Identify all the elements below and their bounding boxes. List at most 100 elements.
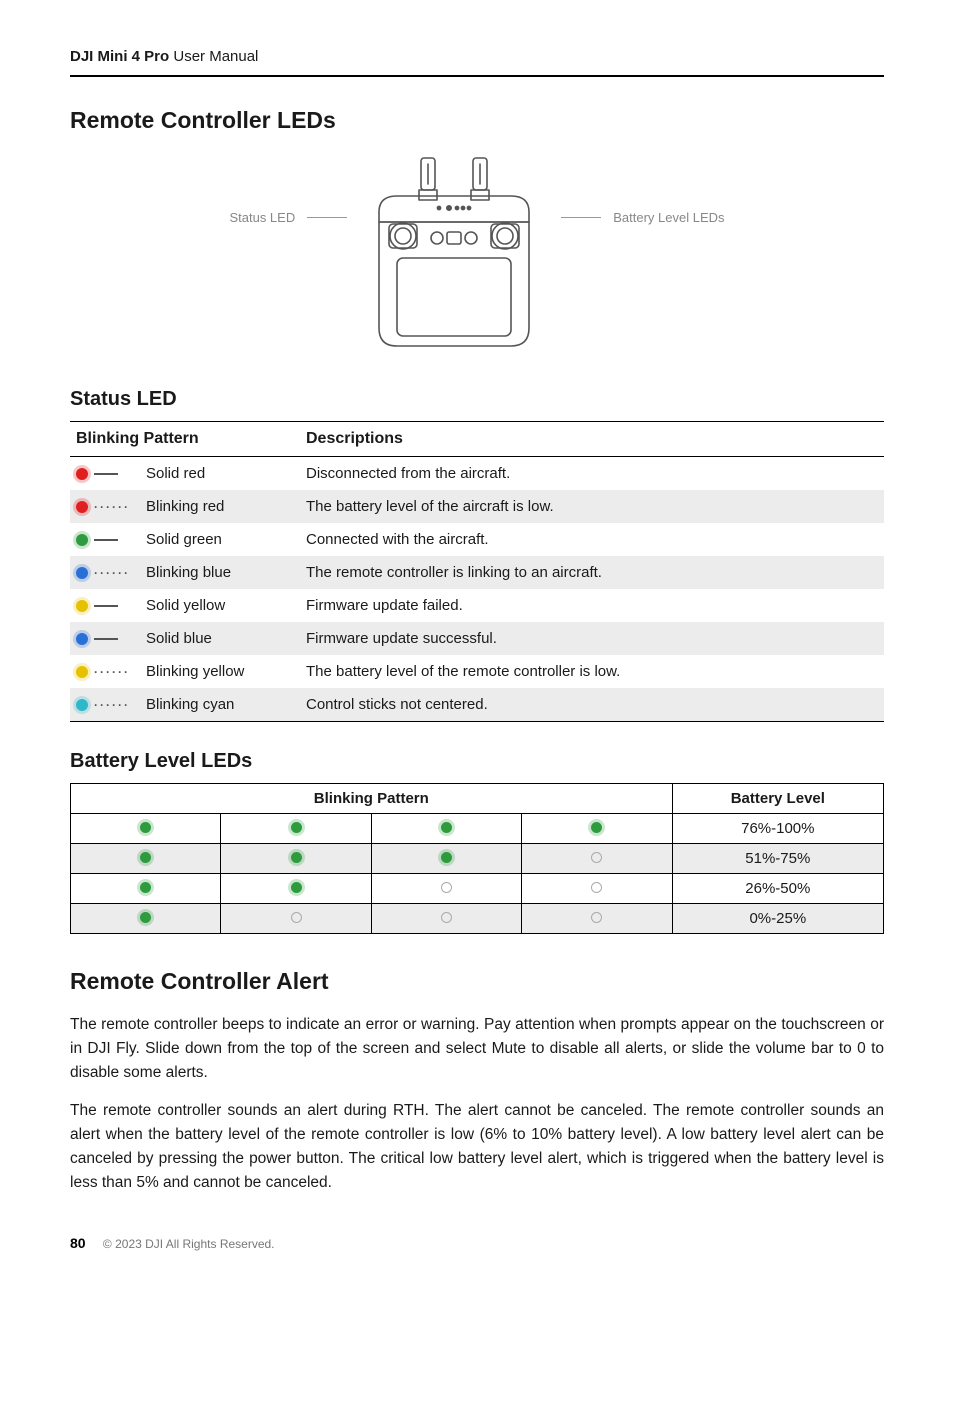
status-row: Solid yellowFirmware update failed. <box>70 589 884 622</box>
battery-led-cell <box>522 874 673 904</box>
battery-th-pattern: Blinking Pattern <box>71 784 673 814</box>
status-th-desc: Descriptions <box>300 422 884 457</box>
blinking-indicator-icon: ······ <box>94 698 130 712</box>
status-led-icon-cell: ······ <box>70 688 140 722</box>
battery-led-off-icon <box>291 912 302 923</box>
battery-leds-table: Blinking Pattern Battery Level 76%-100%5… <box>70 783 884 934</box>
battery-led-cell <box>71 874 221 904</box>
page-number: 80 <box>70 1235 86 1251</box>
status-pattern-name: Blinking red <box>140 490 300 523</box>
battery-led-off-icon <box>441 882 452 893</box>
alert-paragraph-1: The remote controller beeps to indicate … <box>70 1013 884 1085</box>
remote-controller-icon <box>359 152 549 352</box>
product-name-bold: DJI Mini 4 Pro <box>70 48 169 65</box>
battery-led-cell <box>71 814 221 844</box>
status-led-heading: Status LED <box>70 388 884 411</box>
battery-led-on-icon <box>140 912 151 923</box>
status-row: Solid redDisconnected from the aircraft. <box>70 457 884 491</box>
status-description: The battery level of the aircraft is low… <box>300 490 884 523</box>
blinking-indicator-icon: ······ <box>94 500 130 514</box>
status-led-icon-cell <box>70 523 140 556</box>
battery-led-on-icon <box>291 882 302 893</box>
blinking-indicator-icon: ······ <box>94 665 130 679</box>
battery-led-on-icon <box>140 882 151 893</box>
status-led-dot-icon <box>76 600 88 612</box>
battery-led-cell <box>221 814 371 844</box>
status-th-pattern: Blinking Pattern <box>70 422 300 457</box>
page-header: DJI Mini 4 Pro User Manual <box>70 48 884 77</box>
solid-indicator-icon <box>94 605 118 607</box>
copyright-text: © 2023 DJI All Rights Reserved. <box>103 1237 275 1251</box>
solid-indicator-icon <box>94 539 118 541</box>
status-description: Connected with the aircraft. <box>300 523 884 556</box>
solid-indicator-icon <box>94 638 118 640</box>
battery-level-value: 51%-75% <box>672 844 883 874</box>
battery-led-off-icon <box>591 852 602 863</box>
status-row: ······ Blinking cyanControl sticks not ce… <box>70 688 884 722</box>
blinking-indicator-icon: ······ <box>94 566 130 580</box>
leader-line-right <box>561 217 601 218</box>
status-row: ······ Blinking blueThe remote controller… <box>70 556 884 589</box>
status-led-dot-icon <box>76 633 88 645</box>
status-led-icon-cell <box>70 457 140 491</box>
battery-level-value: 26%-50% <box>672 874 883 904</box>
battery-led-cell <box>371 814 521 844</box>
status-description: Control sticks not centered. <box>300 688 884 722</box>
status-led-dot-icon <box>76 534 88 546</box>
status-led-table: Blinking Pattern Descriptions Solid redD… <box>70 421 884 722</box>
status-led-dot-icon <box>76 567 88 579</box>
battery-led-cell <box>221 904 371 934</box>
battery-led-cell <box>71 904 221 934</box>
status-pattern-name: Solid green <box>140 523 300 556</box>
battery-led-cell <box>522 904 673 934</box>
battery-row: 76%-100% <box>71 814 884 844</box>
section-title-leds: Remote Controller LEDs <box>70 107 884 134</box>
status-led-icon-cell: ······ <box>70 556 140 589</box>
status-description: Firmware update failed. <box>300 589 884 622</box>
status-led-icon-cell <box>70 622 140 655</box>
leader-line-left <box>307 217 347 218</box>
battery-led-cell <box>71 844 221 874</box>
status-row: ······ Blinking yellowThe battery level o… <box>70 655 884 688</box>
status-led-dot-icon <box>76 699 88 711</box>
status-pattern-name: Solid yellow <box>140 589 300 622</box>
battery-led-cell <box>371 874 521 904</box>
status-led-dot-icon <box>76 468 88 480</box>
status-pattern-name: Blinking cyan <box>140 688 300 722</box>
battery-led-on-icon <box>591 822 602 833</box>
battery-led-on-icon <box>291 822 302 833</box>
battery-row: 51%-75% <box>71 844 884 874</box>
status-pattern-name: Blinking blue <box>140 556 300 589</box>
status-row: ······ Blinking redThe battery level of t… <box>70 490 884 523</box>
battery-led-cell <box>522 814 673 844</box>
status-description: The battery level of the remote controll… <box>300 655 884 688</box>
status-led-icon-cell: ······ <box>70 655 140 688</box>
product-name-rest: User Manual <box>169 48 258 65</box>
battery-led-on-icon <box>441 822 452 833</box>
battery-led-cell <box>522 844 673 874</box>
battery-leds-heading: Battery Level LEDs <box>70 750 884 773</box>
battery-led-off-icon <box>441 912 452 923</box>
battery-led-on-icon <box>291 852 302 863</box>
diagram-label-status-led: Status LED <box>229 210 295 225</box>
status-led-icon-cell <box>70 589 140 622</box>
battery-led-off-icon <box>591 882 602 893</box>
status-led-icon-cell: ······ <box>70 490 140 523</box>
battery-level-value: 0%-25% <box>672 904 883 934</box>
battery-led-on-icon <box>140 852 151 863</box>
alert-paragraph-2: The remote controller sounds an alert du… <box>70 1099 884 1195</box>
status-description: Disconnected from the aircraft. <box>300 457 884 491</box>
battery-led-cell <box>371 844 521 874</box>
status-pattern-name: Solid blue <box>140 622 300 655</box>
battery-led-on-icon <box>140 822 151 833</box>
section-title-alert: Remote Controller Alert <box>70 968 884 995</box>
battery-th-level: Battery Level <box>672 784 883 814</box>
battery-led-cell <box>371 904 521 934</box>
status-description: Firmware update successful. <box>300 622 884 655</box>
status-led-dot-icon <box>76 666 88 678</box>
status-description: The remote controller is linking to an a… <box>300 556 884 589</box>
battery-led-cell <box>221 844 371 874</box>
battery-led-on-icon <box>441 852 452 863</box>
battery-row: 26%-50% <box>71 874 884 904</box>
status-pattern-name: Blinking yellow <box>140 655 300 688</box>
